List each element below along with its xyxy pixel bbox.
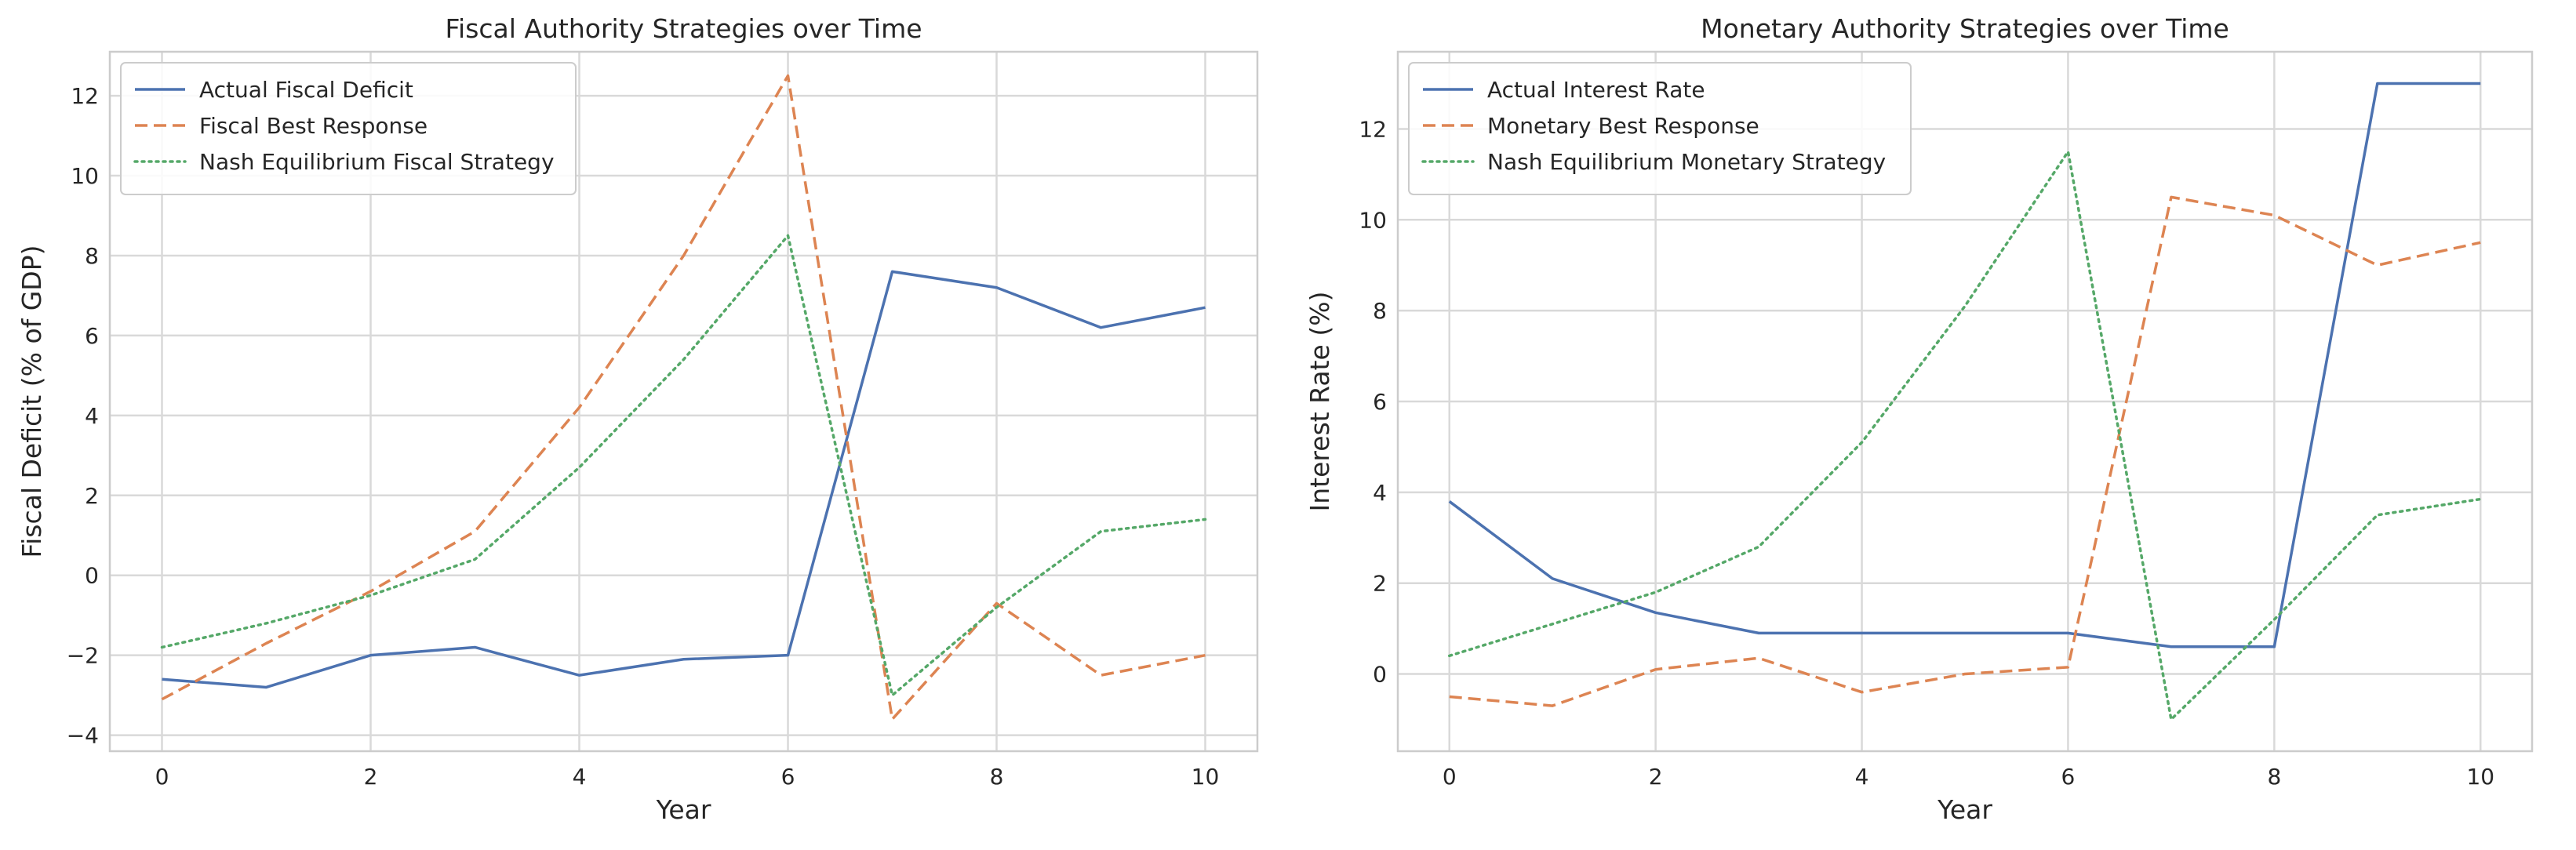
chart-title: Monetary Authority Strategies over Time xyxy=(1701,13,2229,44)
y-tick-label: 10 xyxy=(71,163,99,189)
y-tick-label: 6 xyxy=(85,323,99,349)
chart-title: Fiscal Authority Strategies over Time xyxy=(445,13,922,44)
x-tick-label: 6 xyxy=(781,764,795,790)
y-tick-label: 10 xyxy=(1359,207,1387,233)
chart-panel-0: 0 2 4 6 8 10 −4 −2 0 2 4 6 8 10 12 Year Fiscal Deficit (… xyxy=(16,13,1257,825)
y-tick-label: 4 xyxy=(85,403,99,429)
chart-panel-1: 0 2 4 6 8 10 0 2 4 6 8 10 12 Year Interest Rate (%) Mon… xyxy=(1304,13,2532,825)
legend-label: Monetary Best Response xyxy=(1487,113,1759,139)
x-tick-label: 2 xyxy=(1649,764,1663,790)
series-line-actual xyxy=(162,271,1206,687)
x-tick-label: 10 xyxy=(2466,764,2494,790)
y-tick-label: 0 xyxy=(85,563,99,589)
x-tick-label: 4 xyxy=(573,764,587,790)
series-line-best_response xyxy=(1450,197,2481,706)
x-tick-label: 0 xyxy=(1443,764,1457,790)
x-tick-label: 4 xyxy=(1855,764,1869,790)
y-tick-label: 8 xyxy=(85,243,99,269)
y-tick-label: −2 xyxy=(67,643,99,669)
x-tick-label: 8 xyxy=(2267,764,2281,790)
y-tick-label: 0 xyxy=(1373,662,1387,688)
x-tick-label: 0 xyxy=(155,764,169,790)
legend-label: Actual Interest Rate xyxy=(1487,77,1705,103)
x-tick-label: 2 xyxy=(364,764,378,790)
y-tick-label: 2 xyxy=(85,483,99,509)
x-tick-label: 6 xyxy=(2061,764,2076,790)
x-axis-label: Year xyxy=(656,794,711,825)
legend-label: Fiscal Best Response xyxy=(199,113,428,139)
y-tick-label: 8 xyxy=(1373,298,1387,324)
x-axis-label: Year xyxy=(1937,794,1992,825)
legend-label: Nash Equilibrium Fiscal Strategy xyxy=(199,149,555,175)
legend-label: Actual Fiscal Deficit xyxy=(199,77,413,103)
y-axis-label: Fiscal Deficit (% of GDP) xyxy=(16,245,47,558)
y-axis-label: Interest Rate (%) xyxy=(1304,292,1335,512)
y-tick-label: 12 xyxy=(71,83,99,109)
y-tick-label: 2 xyxy=(1373,571,1387,597)
y-tick-label: 6 xyxy=(1373,389,1387,415)
y-tick-label: 4 xyxy=(1373,480,1387,506)
x-tick-label: 10 xyxy=(1192,764,1220,790)
y-tick-label: −4 xyxy=(67,723,99,749)
x-tick-label: 8 xyxy=(990,764,1004,790)
y-tick-label: 12 xyxy=(1359,116,1387,142)
series-line-nash xyxy=(162,235,1206,695)
legend-label: Nash Equilibrium Monetary Strategy xyxy=(1487,149,1886,175)
